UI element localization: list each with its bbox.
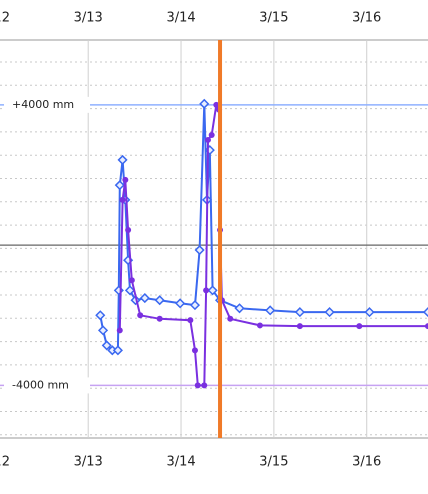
point-marker (234, 303, 245, 314)
point-marker (128, 277, 135, 284)
point-marker (137, 312, 144, 319)
point-marker (191, 347, 198, 354)
point-marker (114, 180, 125, 191)
point-marker (189, 300, 201, 311)
point-marker (119, 196, 126, 203)
point-marker (227, 315, 234, 322)
point-marker (95, 310, 106, 321)
point-marker (422, 307, 428, 318)
point-marker (175, 298, 186, 309)
point-marker (97, 325, 109, 336)
point-marker (294, 307, 305, 318)
point-marker (324, 307, 335, 318)
point-marker (125, 227, 132, 234)
point-marker (201, 382, 208, 389)
point-marker (124, 285, 136, 296)
label-background (4, 377, 90, 394)
point-marker (199, 98, 210, 109)
x-tick-label-top: 3/16 (352, 11, 381, 26)
x-tick-label-bottom: 3/14 (166, 455, 195, 470)
x-tick-label-bottom: 3/16 (352, 455, 381, 470)
point-marker (296, 323, 303, 330)
point-marker (194, 244, 205, 256)
x-tick-label-top: 3/13 (74, 11, 103, 26)
point-marker (116, 327, 123, 334)
x-tick-label-bottom: 3/12 (0, 455, 10, 470)
x-tick-label-top: 3/14 (166, 11, 195, 26)
series-line (99, 103, 428, 352)
x-tick-label-bottom: 3/15 (259, 455, 288, 470)
x-tick-label-top: 3/12 (0, 11, 10, 26)
point-marker (139, 293, 150, 304)
point-marker (265, 305, 276, 316)
point-marker (356, 323, 363, 330)
point-marker (213, 101, 220, 108)
point-marker (187, 317, 194, 324)
point-marker (364, 307, 375, 318)
x-tick-label-top: 3/15 (259, 11, 288, 26)
point-marker (194, 382, 201, 389)
label-background (4, 96, 90, 113)
point-marker (154, 295, 165, 306)
point-marker (207, 285, 218, 296)
point-marker (203, 287, 210, 294)
point-marker (112, 345, 123, 356)
point-marker (208, 132, 215, 139)
y-tick-label: -4000 mm (12, 378, 69, 391)
y-tick-label: +4000 mm (12, 98, 74, 111)
point-marker (156, 315, 163, 322)
point-marker (122, 176, 129, 183)
point-marker (256, 322, 263, 329)
point-marker (101, 340, 112, 351)
x-tick-label-bottom: 3/13 (74, 455, 103, 470)
point-marker (425, 323, 428, 330)
point-marker (117, 154, 128, 165)
point-marker (204, 136, 211, 143)
